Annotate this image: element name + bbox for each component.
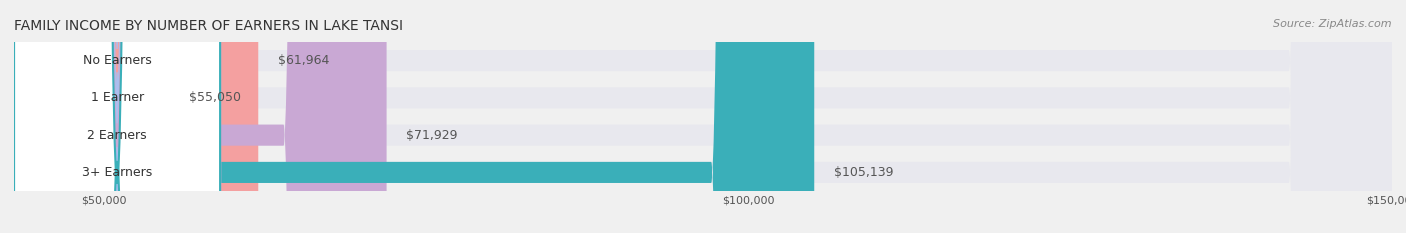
Text: No Earners: No Earners bbox=[83, 54, 152, 67]
FancyBboxPatch shape bbox=[14, 0, 1392, 233]
Text: 3+ Earners: 3+ Earners bbox=[82, 166, 152, 179]
Text: 1 Earner: 1 Earner bbox=[90, 91, 143, 104]
Text: $55,050: $55,050 bbox=[188, 91, 240, 104]
Text: $71,929: $71,929 bbox=[406, 129, 457, 142]
FancyBboxPatch shape bbox=[14, 0, 1392, 233]
Text: Source: ZipAtlas.com: Source: ZipAtlas.com bbox=[1274, 19, 1392, 29]
FancyBboxPatch shape bbox=[14, 0, 221, 233]
Text: 2 Earners: 2 Earners bbox=[87, 129, 146, 142]
FancyBboxPatch shape bbox=[14, 0, 221, 233]
FancyBboxPatch shape bbox=[14, 0, 387, 233]
FancyBboxPatch shape bbox=[14, 0, 1392, 233]
Text: $61,964: $61,964 bbox=[277, 54, 329, 67]
FancyBboxPatch shape bbox=[14, 0, 169, 233]
FancyBboxPatch shape bbox=[14, 0, 259, 233]
FancyBboxPatch shape bbox=[14, 0, 814, 233]
Text: $105,139: $105,139 bbox=[834, 166, 893, 179]
Text: FAMILY INCOME BY NUMBER OF EARNERS IN LAKE TANSI: FAMILY INCOME BY NUMBER OF EARNERS IN LA… bbox=[14, 19, 404, 33]
FancyBboxPatch shape bbox=[14, 0, 221, 233]
FancyBboxPatch shape bbox=[14, 0, 221, 233]
FancyBboxPatch shape bbox=[14, 0, 1392, 233]
